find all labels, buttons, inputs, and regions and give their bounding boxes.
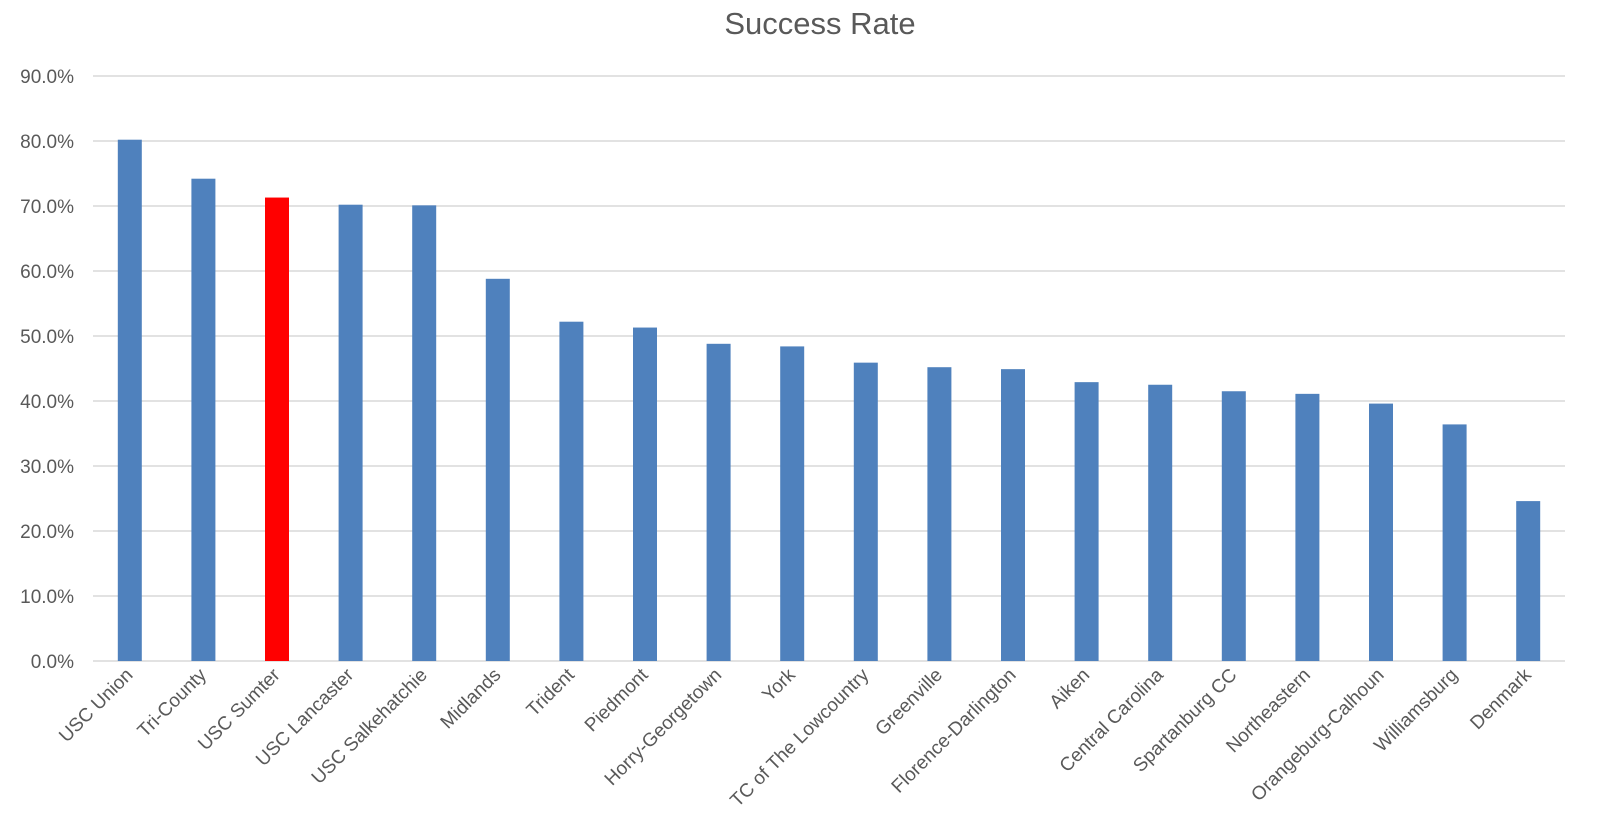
bar-williamsburg	[1442, 424, 1467, 661]
bar-florence-darlington	[1001, 369, 1025, 661]
bar-northeastern	[1295, 393, 1320, 661]
x-tick-label: Aiken	[1046, 665, 1094, 713]
y-tick-label: 90.0%	[20, 67, 74, 88]
bar-orangeburg-calhoun	[1369, 403, 1393, 661]
x-tick-label: Orangeburg-Calhoun	[1247, 665, 1388, 806]
x-tick-label: Greenville	[872, 665, 947, 740]
x-tick-label: TC of The Lowcountry	[727, 664, 874, 811]
bar-denmark	[1516, 501, 1541, 661]
bar-usc-sumter	[265, 197, 289, 662]
bar-usc-union	[117, 139, 142, 661]
y-tick-label: 10.0%	[20, 587, 74, 608]
bar-spartanburg-cc	[1221, 391, 1246, 661]
x-tick-label: York	[758, 664, 800, 706]
bar-piedmont	[633, 327, 657, 661]
x-tick-label: Midlands	[437, 665, 506, 734]
bar-tc-of-the-lowcountry	[853, 362, 878, 661]
bar-trident	[559, 321, 584, 661]
bar-aiken	[1074, 382, 1099, 661]
chart-title: Success Rate	[724, 6, 915, 41]
bar-midlands	[485, 278, 510, 661]
bar-central-carolina	[1148, 384, 1173, 661]
y-tick-label: 30.0%	[20, 457, 74, 478]
y-tick-label: 70.0%	[20, 197, 74, 218]
gridlines	[93, 75, 1565, 662]
bar-york	[780, 346, 805, 661]
y-tick-label: 60.0%	[20, 262, 74, 283]
y-tick-label: 0.0%	[31, 652, 74, 673]
y-tick-label: 50.0%	[20, 327, 74, 348]
x-tick-label: Denmark	[1466, 664, 1536, 734]
y-tick-label: 80.0%	[20, 132, 74, 153]
bar-greenville	[927, 367, 952, 661]
bars	[117, 139, 1541, 662]
y-axis-tick-labels: 0.0% 10.0% 20.0% 30.0% 40.0% 50.0% 60.0% 70.0% 8…	[20, 67, 74, 673]
x-tick-label: Tri-County	[134, 664, 211, 741]
x-tick-label: Trident	[523, 664, 580, 721]
bar-tri-county	[191, 178, 216, 661]
bar-usc-salkehatchie	[412, 205, 437, 661]
y-tick-label: 20.0%	[20, 522, 74, 543]
y-tick-label: 40.0%	[20, 392, 74, 413]
x-tick-label: Florence-Darlington	[888, 665, 1021, 798]
bar-usc-lancaster	[338, 204, 363, 661]
x-tick-label: Piedmont	[581, 664, 653, 736]
bar-horry-georgetown	[706, 343, 731, 661]
x-tick-label: USC Union	[55, 665, 137, 747]
